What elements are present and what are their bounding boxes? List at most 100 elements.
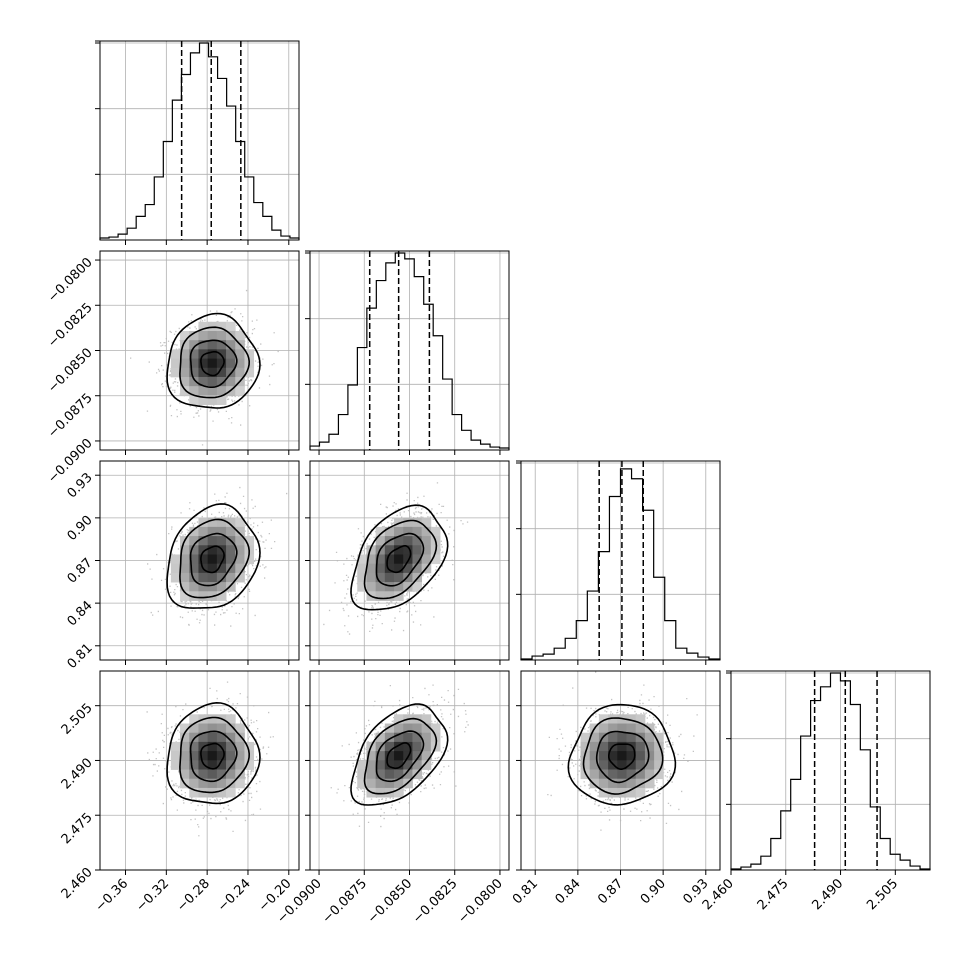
density-cell [216, 395, 227, 405]
x-tick-label: −0.0800 [455, 876, 505, 926]
density-cell [226, 554, 236, 565]
contour-line [567, 703, 677, 806]
density-cell [226, 572, 236, 583]
density-cell [216, 340, 227, 350]
density-cell [412, 536, 423, 546]
density-cell [394, 554, 404, 565]
density-cell [189, 536, 199, 546]
density-cell [216, 751, 227, 761]
density-cell [170, 741, 181, 752]
density-cell [235, 517, 245, 528]
density-cell [198, 554, 209, 565]
x-tick-label: 2.490 [809, 876, 846, 913]
density-cell [366, 769, 377, 780]
density-cell [394, 723, 404, 734]
density-cell [198, 545, 209, 555]
density-cell [226, 741, 236, 752]
density-cell [180, 760, 190, 770]
y-tick-label: 2.475 [59, 810, 96, 847]
density-cell [207, 582, 218, 592]
density-cell [198, 340, 209, 350]
density-cell [403, 517, 413, 528]
density-cell [384, 741, 395, 752]
density-cell [394, 545, 404, 555]
density-cell [189, 545, 199, 555]
density-cell [216, 732, 227, 743]
density-panel [520, 670, 721, 871]
density-panel [99, 460, 300, 661]
density-cell [394, 751, 404, 761]
density-cell [598, 778, 609, 789]
density-cell [207, 554, 218, 565]
density-cell [626, 787, 637, 798]
density-cell [244, 367, 255, 378]
density-cell [626, 778, 637, 789]
density-cell [635, 778, 646, 789]
density-cell [180, 741, 190, 752]
density-cell [589, 760, 600, 770]
density-cell [244, 536, 255, 546]
density-cell [189, 367, 199, 378]
density-cell [654, 760, 664, 770]
density-cell [226, 517, 236, 528]
x-tick-label: 2.475 [755, 876, 792, 913]
histogram-steps [520, 468, 721, 660]
density-cell [216, 321, 227, 332]
density-cell [216, 386, 227, 396]
density-cell [226, 330, 236, 341]
density-cell [216, 526, 227, 537]
density-cell [375, 526, 386, 537]
density-cell [226, 545, 236, 555]
density-cell [216, 367, 227, 378]
density-cell [375, 554, 386, 565]
density-cell [198, 358, 209, 369]
density-cell [170, 367, 181, 378]
density-cell [226, 376, 236, 387]
density-cell [403, 723, 413, 734]
density-cell [598, 714, 609, 724]
contour-line [189, 532, 238, 587]
density-cell [216, 582, 227, 592]
density-cell [170, 349, 181, 359]
density-cell [216, 517, 227, 528]
density-cell [654, 732, 664, 743]
density-cell [198, 536, 209, 546]
density-cell [421, 554, 432, 565]
density-cell [366, 563, 377, 574]
density-cell [635, 787, 646, 798]
axes-frame [99, 40, 300, 241]
density-cell [198, 386, 209, 396]
density-cell [375, 582, 386, 592]
density-cell [617, 732, 627, 743]
density-cell [384, 591, 395, 601]
density-cell [216, 563, 227, 574]
density-cell [635, 723, 646, 734]
density-cell [617, 723, 627, 734]
density-cell [207, 545, 218, 555]
density-cell [644, 751, 655, 761]
density-cell [226, 787, 236, 798]
histogram-panel [305, 250, 510, 451]
density-cell [207, 330, 218, 341]
density-cell [384, 572, 395, 583]
density-cell [366, 572, 377, 583]
x-tick-label: 0.84 [553, 876, 584, 907]
density-cell [226, 582, 236, 592]
density-cell [384, 732, 395, 743]
density-cell [589, 751, 600, 761]
density-cell [198, 395, 209, 405]
density-cell [235, 349, 245, 359]
density-cell [207, 563, 218, 574]
x-tick-label: 0.90 [638, 876, 669, 907]
density-cell [394, 787, 404, 798]
density-cell [216, 330, 227, 341]
x-tick-label: −0.24 [215, 876, 254, 915]
density-cell [421, 536, 432, 546]
density-cell [384, 769, 395, 780]
density-cell [366, 751, 377, 761]
density-cell [189, 358, 199, 369]
y-tick-label: 0.90 [65, 513, 96, 544]
density-cell [235, 554, 245, 565]
density-cell [189, 582, 199, 592]
density-cell [180, 572, 190, 583]
